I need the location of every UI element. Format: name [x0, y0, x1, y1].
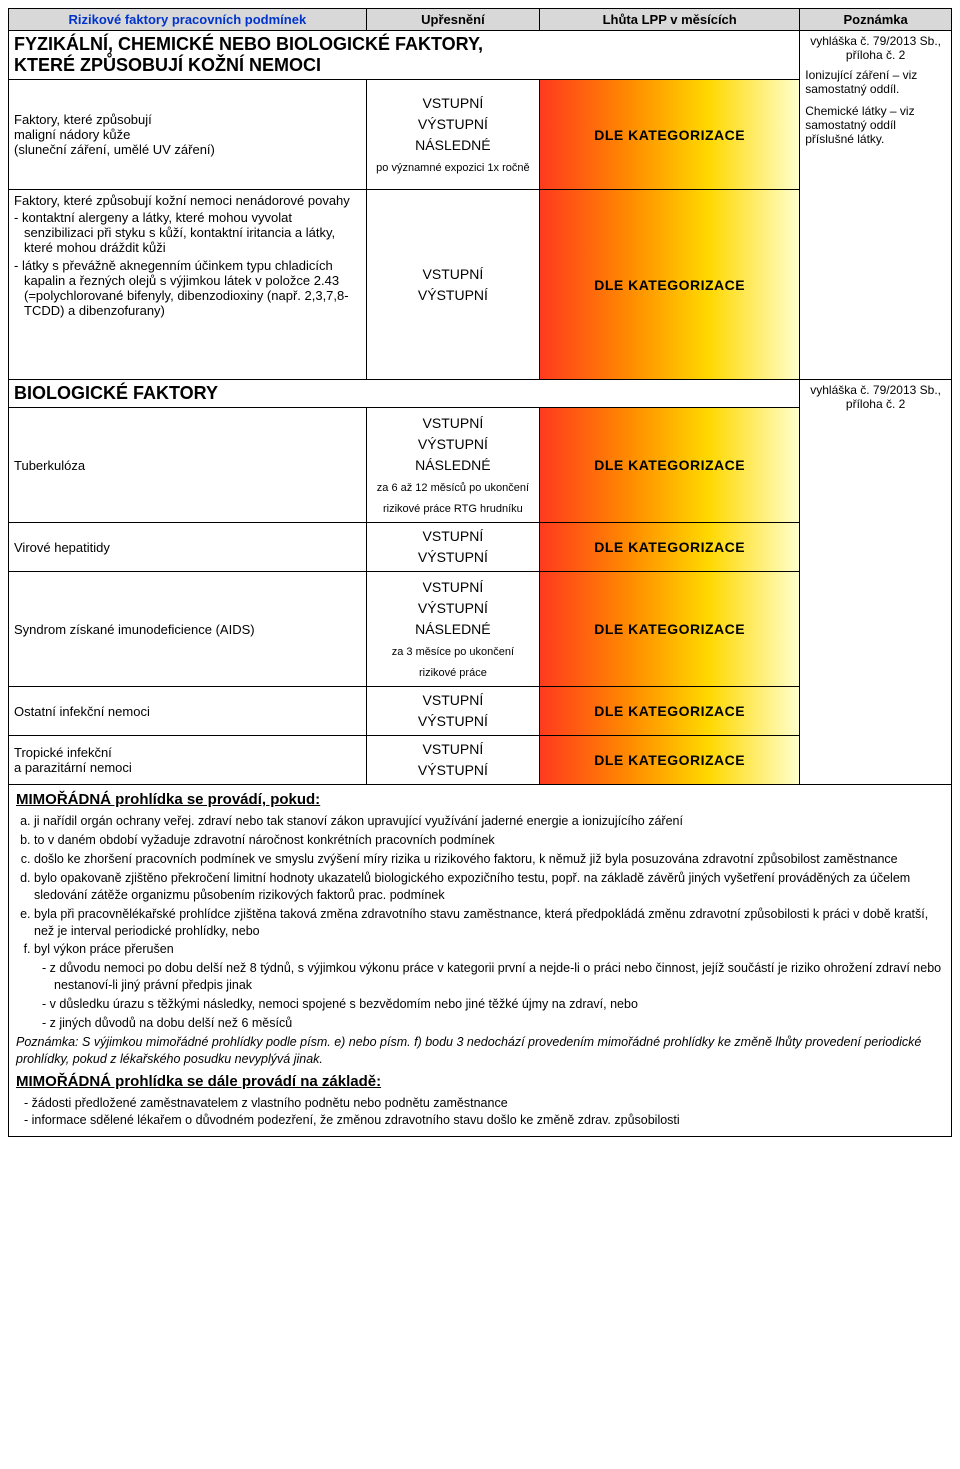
s1r2-b1: kontaktní alergeny a látky, které mohou … — [24, 210, 361, 255]
b-c: došlo ke zhoršení pracovních podmínek ve… — [34, 851, 944, 868]
s2r5-e1: VSTUPNÍ — [423, 741, 484, 757]
s1-note-ref: vyhláška č. 79/2013 Sb., příloha č. 2 — [805, 34, 946, 62]
section1-title-row: FYZIKÁLNÍ, CHEMICKÉ NEBO BIOLOGICKÉ FAKT… — [9, 31, 952, 80]
s1r2-grad-label: DLE KATEGORIZACE — [594, 277, 745, 293]
s2r1-e3s: za 6 až 12 měsíců po ukončení rizikové p… — [377, 482, 529, 515]
b-poznamka: Poznámka: S výjimkou mimořádné prohlídky… — [16, 1034, 944, 1068]
s2r2-e1: VSTUPNÍ — [423, 528, 484, 544]
s2r1-grad-label: DLE KATEGORIZACE — [594, 457, 745, 473]
s1-line2: KTERÉ ZPŮSOBUJÍ KOŽNÍ NEMOCI — [14, 55, 321, 75]
b-g1: žádosti předložené zaměstnavatelem z vla… — [36, 1095, 944, 1112]
s2r2-label: Virové hepatitidy — [9, 523, 367, 572]
s2r2-gradient: DLE KATEGORIZACE — [540, 523, 800, 572]
s1r1-e3: NÁSLEDNÉ — [415, 137, 490, 153]
section1-title: FYZIKÁLNÍ, CHEMICKÉ NEBO BIOLOGICKÉ FAKT… — [9, 31, 800, 80]
s1r2-e2: VÝSTUPNÍ — [418, 287, 488, 303]
hdr-c1: Rizikové faktory pracovních podmínek — [9, 9, 367, 31]
table-header-row: Rizikové faktory pracovních podmínek Upř… — [9, 9, 952, 31]
s1-line1: FYZIKÁLNÍ, CHEMICKÉ NEBO BIOLOGICKÉ FAKT… — [14, 34, 483, 54]
b-f3: z jiných důvodů na dobu delší než 6 měsí… — [54, 1015, 944, 1032]
s1r2-b2: látky s převážně aknegenním účinkem typu… — [24, 258, 361, 318]
bottom-title2: MIMOŘÁDNÁ prohlídka se dále provádí na z… — [16, 1072, 944, 1092]
s2r4-gradient: DLE KATEGORIZACE — [540, 687, 800, 736]
s2r1-label: Tuberkulóza — [9, 408, 367, 523]
bottom-list2: žádosti předložené zaměstnavatelem z vla… — [16, 1095, 944, 1129]
s2r3-e3: NÁSLEDNÉ — [415, 621, 490, 637]
b-d: bylo opakovaně zjištěno překročení limit… — [34, 870, 944, 904]
hdr-c2: Upřesnění — [366, 9, 539, 31]
s1r2-exams: VSTUPNÍ VÝSTUPNÍ — [366, 190, 539, 380]
b-f-text: byl výkon práce přerušen — [34, 942, 174, 956]
s2r3-e2: VÝSTUPNÍ — [418, 600, 488, 616]
s2r3-grad-label: DLE KATEGORIZACE — [594, 621, 745, 637]
s1-note1: Ionizující záření – viz samostatný oddíl… — [805, 68, 946, 96]
s2r3-e3s: za 3 měsíce po ukončení rizikové práce — [392, 646, 514, 679]
s2r4-grad-label: DLE KATEGORIZACE — [594, 703, 745, 719]
s2r3-exams: VSTUPNÍ VÝSTUPNÍ NÁSLEDNÉ za 3 měsíce po… — [366, 572, 539, 687]
s2r2-e2: VÝSTUPNÍ — [418, 549, 488, 565]
s2r5-gradient: DLE KATEGORIZACE — [540, 736, 800, 785]
s1r2-gradient: DLE KATEGORIZACE — [540, 190, 800, 380]
section2-title-row: BIOLOGICKÉ FAKTORY vyhláška č. 79/2013 S… — [9, 380, 952, 408]
s1r2-list: kontaktní alergeny a látky, které mohou … — [14, 210, 361, 318]
s1r1-gradient: DLE KATEGORIZACE — [540, 80, 800, 190]
s1r2-e1: VSTUPNÍ — [423, 266, 484, 282]
s2r1-e1: VSTUPNÍ — [423, 415, 484, 431]
section1-side-note: vyhláška č. 79/2013 Sb., příloha č. 2 Io… — [800, 31, 952, 380]
s2r5-label: Tropické infekční a parazitární nemoci — [9, 736, 367, 785]
s1-note2: Chemické látky – viz samostatný oddíl př… — [805, 104, 946, 146]
s1r1-l3: (sluneční záření, umělé UV záření) — [14, 142, 215, 157]
b-e: byla při pracovnělékařské prohlídce zjiš… — [34, 906, 944, 940]
s2r3-gradient: DLE KATEGORIZACE — [540, 572, 800, 687]
s2r5-grad-label: DLE KATEGORIZACE — [594, 752, 745, 768]
s2r4-exams: VSTUPNÍ VÝSTUPNÍ — [366, 687, 539, 736]
s2r4-label: Ostatní infekční nemoci — [9, 687, 367, 736]
s2r5-e2: VÝSTUPNÍ — [418, 762, 488, 778]
s1r1-exams: VSTUPNÍ VÝSTUPNÍ NÁSLEDNÉ po významné ex… — [366, 80, 539, 190]
s2r1-e2: VÝSTUPNÍ — [418, 436, 488, 452]
s2r4-e2: VÝSTUPNÍ — [418, 713, 488, 729]
hdr-c4: Poznámka — [800, 9, 952, 31]
s2r3-label: Syndrom získané imunodeficience (AIDS) — [9, 572, 367, 687]
s2r1-e3: NÁSLEDNÉ — [415, 457, 490, 473]
section2-side-note: vyhláška č. 79/2013 Sb., příloha č. 2 — [800, 380, 952, 785]
s1r1-e2: VÝSTUPNÍ — [418, 116, 488, 132]
s1r1-label: Faktory, které způsobují maligní nádory … — [9, 80, 367, 190]
s2r5-l2: a parazitární nemoci — [14, 760, 132, 775]
s1r2-l1: Faktory, které způsobují kožní nemoci ne… — [14, 193, 350, 208]
b-g2: informace sdělené lékařem o důvodném pod… — [36, 1112, 944, 1129]
b-f-sublist: z důvodu nemoci po dobu delší než 8 týdn… — [34, 960, 944, 1032]
section2-title: BIOLOGICKÉ FAKTORY — [9, 380, 800, 408]
main-table: Rizikové faktory pracovních podmínek Upř… — [8, 8, 952, 785]
s2r5-exams: VSTUPNÍ VÝSTUPNÍ — [366, 736, 539, 785]
s2r2-exams: VSTUPNÍ VÝSTUPNÍ — [366, 523, 539, 572]
s2-note-ref: vyhláška č. 79/2013 Sb., příloha č. 2 — [805, 383, 946, 411]
s2r1-exams: VSTUPNÍ VÝSTUPNÍ NÁSLEDNÉ za 6 až 12 měs… — [366, 408, 539, 523]
s2r3-e1: VSTUPNÍ — [423, 579, 484, 595]
s1r2-label: Faktory, které způsobují kožní nemoci ne… — [9, 190, 367, 380]
b-f: byl výkon práce přerušen z důvodu nemoci… — [34, 941, 944, 1031]
hdr-c3: Lhůta LPP v měsících — [540, 9, 800, 31]
b-a: ji nařídil orgán ochrany veřej. zdraví n… — [34, 813, 944, 830]
s2r1-gradient: DLE KATEGORIZACE — [540, 408, 800, 523]
s1r1-grad-label: DLE KATEGORIZACE — [594, 127, 745, 143]
s1r1-e1: VSTUPNÍ — [423, 95, 484, 111]
s1r1-l1: Faktory, které způsobují — [14, 112, 152, 127]
bottom-block: MIMOŘÁDNÁ prohlídka se provádí, pokud: j… — [8, 785, 952, 1137]
s2r2-grad-label: DLE KATEGORIZACE — [594, 539, 745, 555]
b-f2: v důsledku úrazu s těžkými následky, nem… — [54, 996, 944, 1013]
bottom-list1: ji nařídil orgán ochrany veřej. zdraví n… — [16, 813, 944, 1032]
s1r1-l2: maligní nádory kůže — [14, 127, 130, 142]
s2r4-e1: VSTUPNÍ — [423, 692, 484, 708]
s2r5-l1: Tropické infekční — [14, 745, 112, 760]
s1r1-e3s: po významné expozici 1x ročně — [376, 162, 529, 174]
b-b: to v daném období vyžaduje zdravotní nár… — [34, 832, 944, 849]
bottom-title1: MIMOŘÁDNÁ prohlídka se provádí, pokud: — [16, 790, 944, 810]
b-f1: z důvodu nemoci po dobu delší než 8 týdn… — [54, 960, 944, 994]
